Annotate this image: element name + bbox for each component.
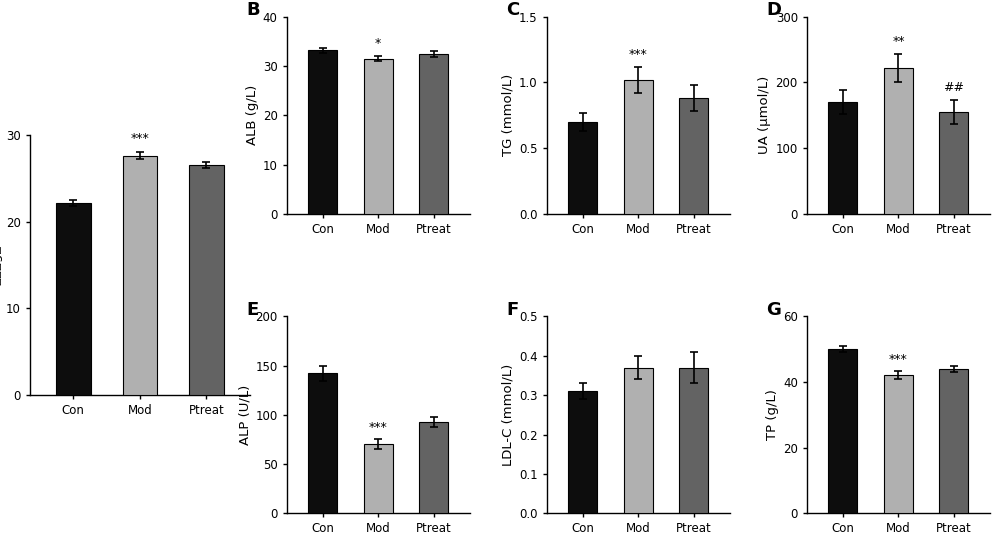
Text: ***: *** — [889, 353, 908, 365]
Bar — [364, 444, 393, 513]
Bar — [624, 368, 653, 513]
Y-axis label: LDL-C (mmol/L): LDL-C (mmol/L) — [502, 364, 515, 466]
Y-axis label: ALB (g/L): ALB (g/L) — [246, 85, 259, 146]
Text: ***: *** — [131, 132, 149, 145]
Bar — [828, 349, 857, 513]
Y-axis label: 體重（g）: 體重（g） — [0, 245, 2, 285]
Bar — [884, 68, 913, 214]
Bar — [939, 369, 968, 513]
Bar — [308, 50, 337, 214]
Text: C: C — [506, 1, 520, 19]
Text: D: D — [767, 1, 782, 19]
Bar — [828, 102, 857, 214]
Bar — [308, 373, 337, 513]
Y-axis label: TP (g/L): TP (g/L) — [766, 389, 779, 440]
Bar — [939, 112, 968, 214]
Bar — [364, 59, 393, 214]
Bar — [419, 422, 448, 513]
Text: G: G — [767, 301, 781, 319]
Bar — [189, 165, 224, 395]
Bar — [679, 98, 708, 214]
Bar — [419, 54, 448, 214]
Bar — [568, 122, 597, 214]
Text: F: F — [506, 301, 519, 319]
Bar — [568, 391, 597, 513]
Text: B: B — [246, 1, 260, 19]
Text: E: E — [246, 301, 259, 319]
Text: ***: *** — [369, 421, 388, 434]
Bar — [624, 80, 653, 214]
Y-axis label: UA (μmol/L): UA (μmol/L) — [758, 76, 771, 155]
Text: *: * — [375, 37, 381, 50]
Bar — [679, 368, 708, 513]
Y-axis label: ALP (U/L): ALP (U/L) — [238, 384, 251, 445]
Bar — [884, 376, 913, 513]
Text: ##: ## — [943, 81, 964, 94]
Text: **: ** — [892, 35, 905, 47]
Text: ***: *** — [629, 48, 648, 61]
Y-axis label: TG (mmol/L): TG (mmol/L) — [502, 74, 515, 156]
Bar — [56, 203, 91, 395]
Bar — [123, 156, 157, 395]
